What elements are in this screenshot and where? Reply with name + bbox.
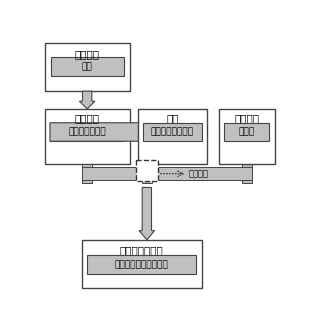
Polygon shape [80,91,95,109]
Text: 身体機構: 身体機構 [75,114,100,123]
Bar [224,123,269,141]
Bar [137,109,207,164]
Text: インペアメント: インペアメント [68,127,106,137]
Bar [82,167,252,180]
Polygon shape [139,187,155,240]
Bar [219,109,275,164]
Text: 原因: 原因 [82,62,93,71]
Text: 環境因子: 環境因子 [234,114,259,123]
Bar [87,255,197,274]
Bar [242,164,252,183]
Text: 障害物: 障害物 [239,127,255,137]
Bar [143,123,202,141]
Bar [44,109,130,164]
Polygon shape [50,120,202,144]
Bar [44,44,130,91]
Bar [51,57,124,76]
Text: 危険因子: 危険因子 [75,50,100,60]
Text: ハンディキャップ状況: ハンディキャップ状況 [115,260,169,269]
Text: 相互作用: 相互作用 [189,169,209,178]
Text: 生活・社会活動: 生活・社会活動 [120,245,164,255]
Bar [50,123,124,141]
Bar [82,240,202,287]
Bar [136,160,158,181]
Bar [142,164,152,183]
Text: ディスアビリティ: ディスアビリティ [151,127,194,137]
Text: 能力: 能力 [166,114,179,123]
Bar [82,164,92,183]
